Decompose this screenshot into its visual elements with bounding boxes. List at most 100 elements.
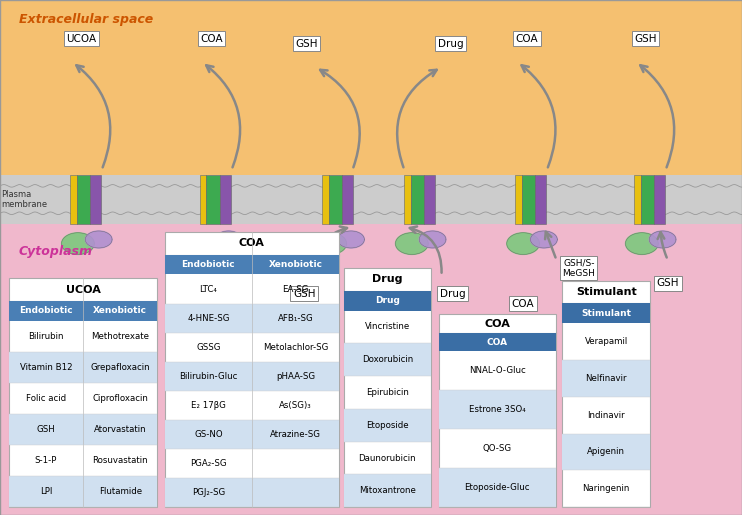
Bar: [252, 478, 339, 507]
Bar: [200, 175, 206, 224]
Text: Vitamin B12: Vitamin B12: [20, 363, 72, 372]
Bar: [70, 175, 76, 224]
Text: PGA₂-SG: PGA₂-SG: [190, 459, 226, 468]
Bar: [252, 255, 339, 274]
Text: Drug: Drug: [440, 288, 465, 299]
Text: EA-SG: EA-SG: [282, 285, 309, 294]
Text: Drug: Drug: [372, 274, 403, 284]
Bar: [220, 175, 231, 224]
Text: Methotrexate: Methotrexate: [91, 332, 149, 340]
Bar: [439, 468, 556, 507]
Bar: [9, 301, 83, 320]
Bar: [562, 434, 650, 470]
Bar: [654, 175, 665, 224]
Text: QO-SG: QO-SG: [482, 444, 512, 453]
Bar: [83, 352, 157, 383]
Text: Metolachlor-SG: Metolachlor-SG: [263, 343, 328, 352]
Bar: [424, 175, 435, 224]
Bar: [0, 100, 742, 110]
Text: Flutamide: Flutamide: [99, 487, 142, 496]
Text: Stimulant: Stimulant: [581, 308, 631, 318]
Text: Plasma
membrane: Plasma membrane: [1, 190, 47, 209]
Polygon shape: [395, 233, 428, 254]
Bar: [439, 314, 556, 507]
Bar: [83, 414, 157, 445]
Polygon shape: [531, 231, 557, 248]
Text: PGJ₂-SG: PGJ₂-SG: [191, 488, 225, 497]
Text: COA: COA: [485, 319, 510, 329]
Text: AFB₁-SG: AFB₁-SG: [278, 314, 313, 322]
Text: Etoposide-Gluc: Etoposide-Gluc: [464, 483, 530, 492]
Bar: [0, 60, 742, 70]
Text: LPI: LPI: [40, 487, 52, 496]
Text: COA: COA: [487, 338, 508, 347]
Text: GSH: GSH: [657, 278, 679, 288]
Text: Apigenin: Apigenin: [587, 448, 626, 456]
Bar: [0, 20, 742, 30]
Bar: [0, 160, 742, 169]
Bar: [344, 409, 431, 442]
Bar: [76, 175, 90, 224]
Text: S-1-P: S-1-P: [35, 456, 57, 465]
Bar: [439, 334, 556, 351]
Text: Endobiotic: Endobiotic: [182, 260, 235, 269]
Text: Rosuvastatin: Rosuvastatin: [93, 456, 148, 465]
Bar: [83, 476, 157, 507]
Bar: [342, 175, 353, 224]
Bar: [0, 150, 742, 160]
Bar: [0, 175, 742, 224]
Text: GS-NO: GS-NO: [194, 430, 223, 439]
Text: As(SG)₃: As(SG)₃: [279, 401, 312, 410]
Text: GSH: GSH: [634, 33, 657, 44]
Bar: [0, 30, 742, 40]
Bar: [344, 291, 431, 311]
Bar: [252, 362, 339, 391]
Bar: [344, 268, 431, 507]
Text: GSH: GSH: [295, 39, 318, 49]
Bar: [404, 175, 410, 224]
Polygon shape: [62, 233, 94, 254]
Bar: [535, 175, 546, 224]
Text: Etoposide: Etoposide: [366, 421, 409, 430]
Text: Doxorubicin: Doxorubicin: [361, 355, 413, 364]
Text: Xenobiotic: Xenobiotic: [93, 306, 147, 315]
Bar: [9, 278, 157, 507]
Text: COA: COA: [512, 299, 534, 309]
Bar: [0, 140, 742, 150]
Bar: [562, 281, 650, 507]
Polygon shape: [215, 231, 242, 248]
Bar: [0, 200, 742, 515]
Text: GSH: GSH: [293, 288, 315, 299]
Bar: [206, 175, 220, 224]
Bar: [410, 175, 424, 224]
Text: COA: COA: [516, 33, 538, 44]
Text: Bilirubin: Bilirubin: [28, 332, 64, 340]
Polygon shape: [419, 231, 446, 248]
Bar: [0, 180, 742, 190]
Polygon shape: [507, 233, 539, 254]
Text: Indinavir: Indinavir: [588, 410, 625, 420]
Bar: [344, 344, 431, 376]
Polygon shape: [626, 233, 658, 254]
Bar: [640, 175, 654, 224]
Bar: [0, 190, 742, 200]
Bar: [0, 70, 742, 80]
Bar: [344, 474, 431, 507]
Bar: [165, 420, 252, 449]
Text: Atorvastatin: Atorvastatin: [94, 425, 146, 434]
Bar: [0, 80, 742, 90]
Bar: [634, 175, 640, 224]
Text: Extracellular space: Extracellular space: [19, 13, 153, 26]
Text: Folic acid: Folic acid: [26, 394, 66, 403]
Text: COA: COA: [239, 238, 265, 248]
Bar: [329, 175, 342, 224]
Bar: [9, 414, 83, 445]
Polygon shape: [649, 231, 676, 248]
Text: Vincristine: Vincristine: [365, 322, 410, 332]
Text: Nelfinavir: Nelfinavir: [585, 374, 627, 383]
Text: GSH/S-
MeGSH: GSH/S- MeGSH: [562, 258, 595, 278]
Text: Drug: Drug: [438, 39, 463, 49]
Bar: [0, 130, 742, 140]
Text: Drug: Drug: [375, 296, 400, 305]
Text: Bilirubin-Gluc: Bilirubin-Gluc: [179, 372, 237, 381]
